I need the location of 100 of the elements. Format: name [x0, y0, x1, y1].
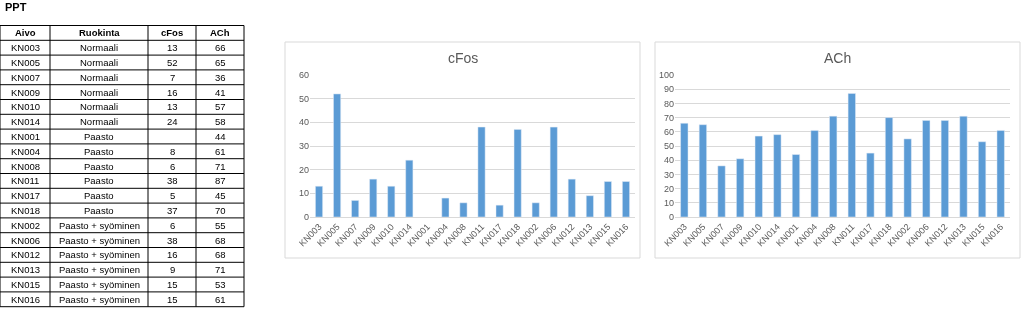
text: 57 — [215, 101, 226, 112]
text: 61 — [215, 294, 226, 305]
text: 16 — [167, 249, 178, 260]
text: KN010 — [11, 101, 41, 112]
bar — [513, 129, 522, 217]
text: Normaali — [80, 101, 119, 112]
text: Paasto — [84, 161, 114, 172]
text: PPT — [5, 1, 27, 13]
text: 13 — [167, 101, 178, 112]
bar — [495, 204, 504, 217]
y-tick-label: 80 — [663, 98, 674, 109]
y-tick-label: 60 — [298, 70, 309, 81]
bar — [866, 152, 875, 217]
text: 70 — [215, 205, 226, 216]
y-tick-label: 50 — [298, 93, 309, 104]
bar — [792, 154, 800, 217]
text: 53 — [215, 279, 226, 290]
text: 8 — [170, 146, 176, 157]
bar — [959, 115, 968, 217]
text: KN004 — [11, 146, 41, 157]
text: 44 — [215, 131, 226, 142]
bar — [351, 200, 359, 217]
text: KN012 — [11, 249, 41, 260]
text: 24 — [167, 116, 178, 127]
y-tick-label: 0 — [668, 212, 674, 223]
text: KN014 — [11, 116, 41, 127]
text: Normaali — [80, 72, 119, 83]
text: Normaali — [80, 42, 119, 53]
y-tick-label: 90 — [663, 84, 674, 95]
text: 41 — [215, 87, 226, 98]
y-tick-label: 0 — [303, 212, 309, 223]
bar — [622, 181, 630, 217]
text: 61 — [215, 146, 226, 157]
category-label: Ruokinta — [79, 27, 121, 38]
bar — [405, 159, 414, 217]
text: 38 — [167, 175, 178, 186]
bar — [736, 158, 745, 217]
bar — [586, 195, 594, 217]
text: Paasto + syöminen — [59, 279, 141, 290]
text: 71 — [215, 264, 226, 275]
text: 6 — [170, 161, 176, 172]
bar — [847, 93, 856, 217]
text: KN009 — [11, 87, 41, 98]
y-tick-label: 30 — [663, 169, 674, 180]
category-label: Aivo — [15, 27, 36, 38]
text: 16 — [167, 87, 178, 98]
bar — [604, 181, 612, 217]
bar — [885, 117, 893, 217]
text: KN001 — [11, 131, 41, 142]
text: 15 — [167, 294, 178, 305]
text: KN017 — [11, 190, 41, 201]
bar — [441, 197, 450, 217]
y-tick-label: 40 — [663, 155, 674, 166]
y-tick-label: 60 — [663, 126, 674, 137]
text: 58 — [215, 116, 226, 127]
text: 55 — [215, 220, 226, 231]
text: KN008 — [11, 161, 41, 172]
bar — [829, 115, 838, 217]
y-tick-label: 100 — [658, 70, 674, 81]
text: 65 — [215, 57, 226, 68]
bar — [940, 120, 949, 217]
text: 7 — [170, 72, 176, 83]
bar — [903, 138, 912, 217]
text: KN018 — [11, 205, 41, 216]
text: 45 — [215, 190, 226, 201]
y-tick-label: 20 — [298, 164, 309, 175]
text: KN005 — [11, 57, 41, 68]
bar — [567, 178, 576, 217]
bar — [773, 134, 782, 217]
bar — [531, 202, 540, 217]
text: 71 — [215, 161, 226, 172]
text: 68 — [215, 235, 226, 246]
bar — [369, 178, 378, 217]
text: Paasto — [84, 175, 114, 186]
text: 13 — [167, 42, 178, 53]
text: Paasto — [84, 146, 114, 157]
text: KN007 — [11, 72, 41, 83]
text: Paasto + syöminen — [59, 294, 141, 305]
y-tick-label: 20 — [663, 183, 674, 194]
bar — [477, 126, 486, 217]
text: KN013 — [11, 264, 41, 275]
text: 9 — [170, 264, 176, 275]
y-tick-label: 30 — [298, 141, 309, 152]
text: Paasto + syöminen — [59, 235, 141, 246]
bar — [698, 124, 707, 217]
bar — [978, 141, 987, 217]
text: 52 — [167, 57, 178, 68]
bar — [387, 185, 396, 217]
text: KN016 — [11, 294, 41, 305]
text: Paasto + syöminen — [59, 220, 141, 231]
bar — [680, 123, 689, 217]
text: Normaali — [80, 87, 119, 98]
text: KN003 — [11, 42, 41, 53]
text: Paasto — [84, 205, 114, 216]
y-tick-label: 40 — [298, 117, 309, 128]
y-tick-label: 10 — [663, 197, 674, 208]
text: 87 — [215, 175, 226, 186]
text: 15 — [167, 279, 178, 290]
y-tick-label: 50 — [663, 141, 674, 152]
bar — [996, 130, 1005, 217]
